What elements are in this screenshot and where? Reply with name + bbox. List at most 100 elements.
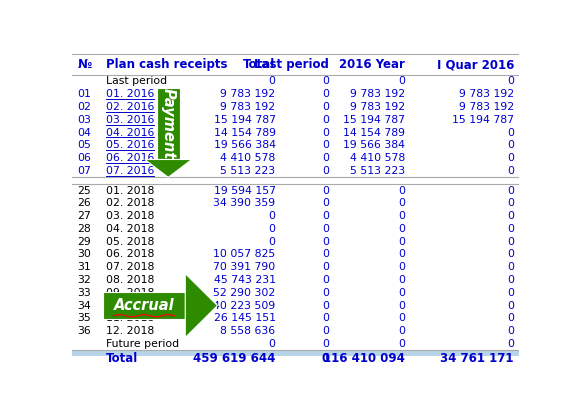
Text: 02: 02 [77,102,91,112]
Text: 0: 0 [268,237,276,247]
Text: 0: 0 [322,313,329,323]
Text: 19 594 157: 19 594 157 [213,186,276,196]
Text: 0: 0 [507,288,514,298]
Text: Last period: Last period [106,76,167,86]
Text: 26: 26 [77,198,91,208]
Text: 10. 2018: 10. 2018 [106,300,154,310]
Text: 9 783 192: 9 783 192 [350,89,405,99]
Bar [72,350,519,367]
Text: 0: 0 [321,352,329,365]
Text: 0: 0 [268,339,276,349]
Text: 4 410 578: 4 410 578 [220,153,276,163]
Text: 0: 0 [322,211,329,221]
Text: 05: 05 [77,140,91,150]
Text: 05. 2018: 05. 2018 [106,237,154,247]
Text: 30: 30 [77,250,91,260]
Text: 0: 0 [322,76,329,86]
Text: 10 057 825: 10 057 825 [213,250,276,260]
Text: 07. 2018: 07. 2018 [106,262,154,272]
Text: 0: 0 [322,140,329,150]
Text: Total: Total [106,352,138,365]
Text: 9 783 192: 9 783 192 [220,89,276,99]
Text: 35: 35 [77,313,91,323]
Text: 52 290 302: 52 290 302 [213,288,276,298]
Text: 0: 0 [322,186,329,196]
Text: 116 410 094: 116 410 094 [323,352,405,365]
Text: 4 410 578: 4 410 578 [350,153,405,163]
Text: 0: 0 [507,339,514,349]
Text: Payment: Payment [161,88,176,159]
Text: 0: 0 [398,339,405,349]
Text: 07: 07 [77,166,91,176]
Text: 0: 0 [268,76,276,86]
Text: 0: 0 [507,128,514,138]
Text: 9 783 192: 9 783 192 [459,102,514,112]
Text: Future period: Future period [106,339,179,349]
Text: 70 391 790: 70 391 790 [213,262,276,272]
Text: 0: 0 [507,275,514,285]
Text: 14 154 789: 14 154 789 [213,128,276,138]
Text: 0: 0 [322,300,329,310]
Text: 06. 2016: 06. 2016 [106,153,154,163]
Text: 45 743 231: 45 743 231 [213,275,276,285]
Polygon shape [145,160,192,177]
Text: 0: 0 [398,76,405,86]
Text: 0: 0 [322,250,329,260]
Text: 0: 0 [322,89,329,99]
Text: 28: 28 [77,224,91,234]
Text: 2016 Year: 2016 Year [339,58,405,71]
Text: 9 783 192: 9 783 192 [350,102,405,112]
Text: 06: 06 [77,153,91,163]
Text: 19 566 384: 19 566 384 [213,140,276,150]
Text: Total: Total [243,58,276,71]
Text: 15 194 787: 15 194 787 [213,115,276,125]
Text: 0: 0 [507,153,514,163]
Text: 34: 34 [77,300,91,310]
Text: 04: 04 [77,128,91,138]
Text: 0: 0 [322,224,329,234]
Text: 9 783 192: 9 783 192 [220,102,276,112]
Text: 0: 0 [322,275,329,285]
Text: 0: 0 [507,198,514,208]
Text: 0: 0 [398,300,405,310]
Text: 0: 0 [322,339,329,349]
Text: 0: 0 [398,250,405,260]
Text: 27: 27 [77,211,91,221]
Text: 14 154 789: 14 154 789 [343,128,405,138]
Text: 04. 2016: 04. 2016 [106,128,154,138]
Text: 0: 0 [398,275,405,285]
Text: Accrual: Accrual [114,298,174,313]
Text: 0: 0 [322,288,329,298]
Text: 0: 0 [322,237,329,247]
Text: 0: 0 [322,153,329,163]
Text: 40 223 509: 40 223 509 [213,300,276,310]
Text: 0: 0 [322,102,329,112]
Text: 0: 0 [398,211,405,221]
Text: 0: 0 [507,250,514,260]
Text: 01. 2016: 01. 2016 [106,89,154,99]
Text: 0: 0 [322,166,329,176]
Text: 04. 2018: 04. 2018 [106,224,154,234]
Text: 01. 2018: 01. 2018 [106,186,154,196]
Text: 0: 0 [322,115,329,125]
Text: 0: 0 [507,186,514,196]
Text: Plan cash receipts: Plan cash receipts [106,58,227,71]
Text: 34 390 359: 34 390 359 [213,198,276,208]
Polygon shape [185,274,218,338]
Text: 0: 0 [398,313,405,323]
Text: 5 513 223: 5 513 223 [350,166,405,176]
Bar [103,292,185,319]
Text: 09. 2018: 09. 2018 [106,288,154,298]
Text: 06. 2018: 06. 2018 [106,250,154,260]
Bar [156,88,180,160]
Text: 02. 2016: 02. 2016 [106,102,154,112]
Text: 26 145 151: 26 145 151 [213,313,276,323]
Text: 15 194 787: 15 194 787 [452,115,514,125]
Text: 29: 29 [77,237,91,247]
Text: 0: 0 [268,211,276,221]
Text: 0: 0 [398,198,405,208]
Text: 03. 2016: 03. 2016 [106,115,154,125]
Text: Last period: Last period [254,58,329,71]
Text: 0: 0 [398,288,405,298]
Text: 34 761 171: 34 761 171 [440,352,514,365]
